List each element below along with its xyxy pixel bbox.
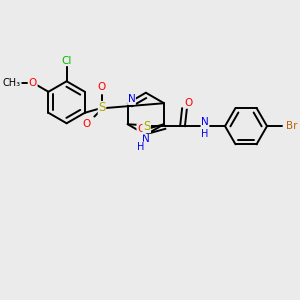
Text: N: N: [201, 117, 209, 127]
Text: Cl: Cl: [61, 56, 72, 66]
Text: N: N: [128, 94, 135, 104]
Text: Br: Br: [286, 121, 298, 131]
Text: H: H: [201, 129, 209, 139]
Text: O: O: [82, 119, 91, 129]
Text: O: O: [137, 124, 145, 134]
Text: S: S: [143, 120, 150, 133]
Text: O: O: [29, 78, 37, 88]
Text: H: H: [137, 142, 145, 152]
Text: O: O: [98, 82, 106, 92]
Text: N: N: [142, 134, 150, 145]
Text: S: S: [98, 101, 106, 115]
Text: CH₃: CH₃: [3, 78, 21, 88]
Text: O: O: [184, 98, 193, 108]
